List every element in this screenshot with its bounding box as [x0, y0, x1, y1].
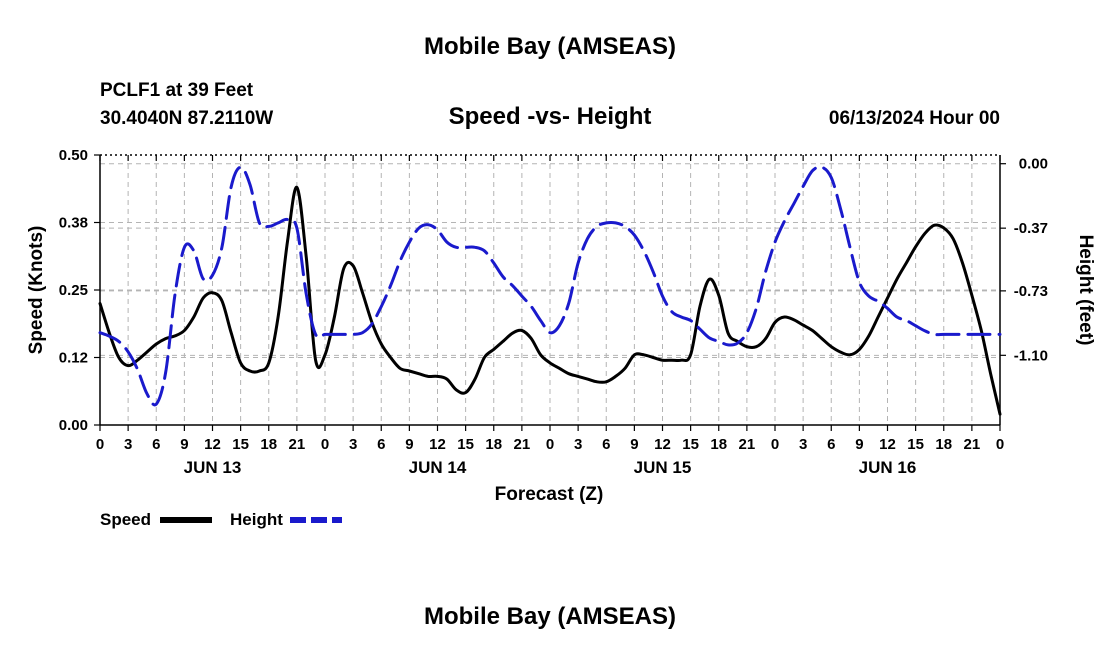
x-tick-label: 18 — [710, 436, 727, 453]
y-tick-label: 0.12 — [59, 350, 88, 367]
y2-tick-label: -0.73 — [1014, 283, 1048, 300]
y-tick-label: 0.50 — [59, 147, 88, 164]
x-tick-label: 0 — [96, 436, 104, 453]
chart-title: Mobile Bay (AMSEAS) — [424, 33, 676, 60]
x-tick-label: 3 — [574, 436, 582, 453]
legend: Speed Height — [100, 510, 342, 529]
legend-height-label: Height — [230, 510, 283, 529]
x-tick-label: 21 — [514, 436, 531, 453]
height-series-line — [98, 165, 1002, 407]
series-layer — [98, 165, 1002, 416]
x-tick-label: 6 — [827, 436, 835, 453]
x-tick-label: 15 — [907, 436, 924, 453]
x-tick-label: 21 — [739, 436, 756, 453]
x-tick-label: 21 — [289, 436, 306, 453]
x-tick-label: 9 — [405, 436, 413, 453]
x-tick-label: 12 — [879, 436, 896, 453]
x-tick-label: 15 — [682, 436, 699, 453]
x-tick-label: 3 — [799, 436, 807, 453]
x-tick-label: 18 — [935, 436, 952, 453]
forecast-date: 06/13/2024 Hour 00 — [829, 108, 1000, 129]
x-tick-label: 15 — [457, 436, 474, 453]
x-tick-label: 3 — [124, 436, 132, 453]
day-label: JUN 13 — [184, 458, 242, 477]
x-tick-label: 0 — [546, 436, 554, 453]
grid-lines — [100, 155, 1000, 425]
x-axis-label: Forecast (Z) — [495, 484, 604, 505]
x-tick-label: 0 — [321, 436, 329, 453]
y2-axis-label: Height (feet) — [1075, 235, 1096, 346]
x-tick-label: 9 — [855, 436, 863, 453]
x-tick-label: 15 — [232, 436, 249, 453]
x-tick-label: 21 — [964, 436, 981, 453]
x-tick-label: 12 — [654, 436, 671, 453]
coordinates-label: 30.4040N 87.2110W — [100, 108, 273, 129]
y2-tick-label: -1.10 — [1014, 347, 1048, 364]
x-tick-label: 6 — [152, 436, 160, 453]
x-tick-label: 18 — [485, 436, 502, 453]
day-label: JUN 15 — [634, 458, 692, 477]
x-tick-label: 0 — [771, 436, 779, 453]
x-tick-label: 0 — [996, 436, 1004, 453]
x-tick-label: 9 — [630, 436, 638, 453]
axes: 0 3 6 9 12 15 18 21 0 3 6 9 12 15 18 21 0 3 6 9 12 15 18 21 0 3 6 9… — [59, 147, 1048, 477]
y-tick-label: 0.00 — [59, 417, 88, 434]
legend-speed-label: Speed — [100, 510, 151, 529]
y2-tick-label: 0.00 — [1019, 156, 1048, 173]
speed-series-line — [98, 185, 1002, 416]
y-tick-label: 0.25 — [59, 282, 88, 299]
x-tick-label: 6 — [602, 436, 610, 453]
x-tick-label: 12 — [204, 436, 221, 453]
x-tick-label: 18 — [260, 436, 277, 453]
x-tick-label: 3 — [349, 436, 357, 453]
chart-subtitle: Speed -vs- Height — [449, 103, 652, 130]
footer-title: Mobile Bay (AMSEAS) — [424, 603, 676, 630]
x-tick-label: 6 — [377, 436, 385, 453]
x-tick-label: 9 — [180, 436, 188, 453]
day-label: JUN 14 — [409, 458, 467, 477]
y-tick-label: 0.38 — [59, 215, 88, 232]
y-axis-label: Speed (Knots) — [26, 226, 47, 355]
x-tick-label: 12 — [429, 436, 446, 453]
station-label: PCLF1 at 39 Feet — [100, 80, 254, 101]
day-label: JUN 16 — [859, 458, 917, 477]
y2-tick-label: -0.37 — [1014, 220, 1048, 237]
